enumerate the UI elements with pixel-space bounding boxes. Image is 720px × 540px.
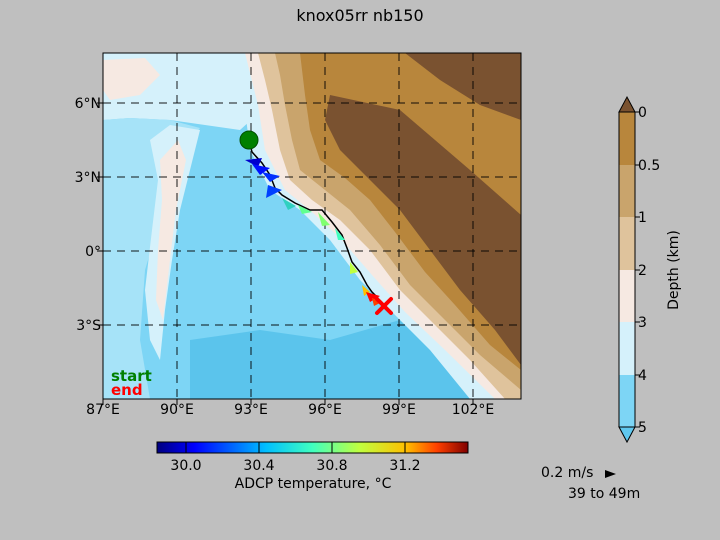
figure-title: knox05rr nb150 xyxy=(296,6,423,25)
cruise-track xyxy=(248,139,379,299)
map-ticks xyxy=(97,102,474,405)
lon-tick-label: 99°E xyxy=(382,402,416,418)
depth-tick-label: 0.5 xyxy=(638,158,660,174)
vector-key-speed: 0.2 m/s xyxy=(541,465,593,481)
temp-tick-label: 30.4 xyxy=(243,458,274,474)
depth-colorbar-extend-bottom xyxy=(618,426,636,444)
temp-tick-label: 30.0 xyxy=(170,458,201,474)
ocean-north-light xyxy=(103,58,160,100)
vector-key-depth-range: 39 to 49m xyxy=(568,486,640,502)
legend-start-label: start xyxy=(111,367,152,385)
temp-colorbar xyxy=(156,441,469,454)
depth-tick-label: 1 xyxy=(638,210,647,226)
lat-tick-label: 3°S xyxy=(76,318,101,334)
track-start-marker xyxy=(239,130,259,150)
depth-colorbar-label: Depth (km) xyxy=(666,230,682,310)
depth-tick-label: 2 xyxy=(638,263,647,279)
depth-tick-label: 3 xyxy=(638,315,647,331)
depth-tick-label: 4 xyxy=(638,368,647,384)
track-end-marker xyxy=(375,297,393,315)
depth-band xyxy=(619,375,635,427)
map-grid xyxy=(103,53,521,399)
lon-tick-label: 93°E xyxy=(234,402,268,418)
lon-tick-label: 90°E xyxy=(160,402,194,418)
map-area xyxy=(103,53,521,399)
depth-tick-label: 0 xyxy=(638,105,647,121)
land-mountains xyxy=(325,95,521,365)
land-mountains-north xyxy=(405,53,521,120)
depth-tick-label: 5 xyxy=(638,420,647,436)
lat-tick-label: 3°N xyxy=(75,170,101,186)
lon-tick-label: 102°E xyxy=(452,402,495,418)
depth-band xyxy=(619,322,635,375)
lon-tick-label: 96°E xyxy=(308,402,342,418)
temp-tick-label: 31.2 xyxy=(389,458,420,474)
map-frame xyxy=(102,52,522,400)
ocean-south-basin xyxy=(190,320,470,399)
depth-colorbar-extend-top xyxy=(618,95,636,113)
temp-colorbar-label: ADCP temperature, °C xyxy=(235,476,392,492)
depth-band xyxy=(619,270,635,322)
lat-tick-label: 0° xyxy=(85,244,101,260)
vector-key-arrow xyxy=(605,470,616,478)
ninetyeast-ridge-crest xyxy=(156,140,186,320)
lon-tick-label: 87°E xyxy=(86,402,120,418)
depth-band xyxy=(619,165,635,217)
depth-band xyxy=(619,217,635,270)
lat-tick-label: 6°N xyxy=(75,96,101,112)
velocity-vectors xyxy=(245,158,382,306)
temp-tick-label: 30.8 xyxy=(316,458,347,474)
legend-end-label: end xyxy=(111,381,143,399)
ocean-west-zone xyxy=(103,118,200,399)
depth-colorbar xyxy=(618,95,640,444)
depth-band xyxy=(619,112,635,165)
